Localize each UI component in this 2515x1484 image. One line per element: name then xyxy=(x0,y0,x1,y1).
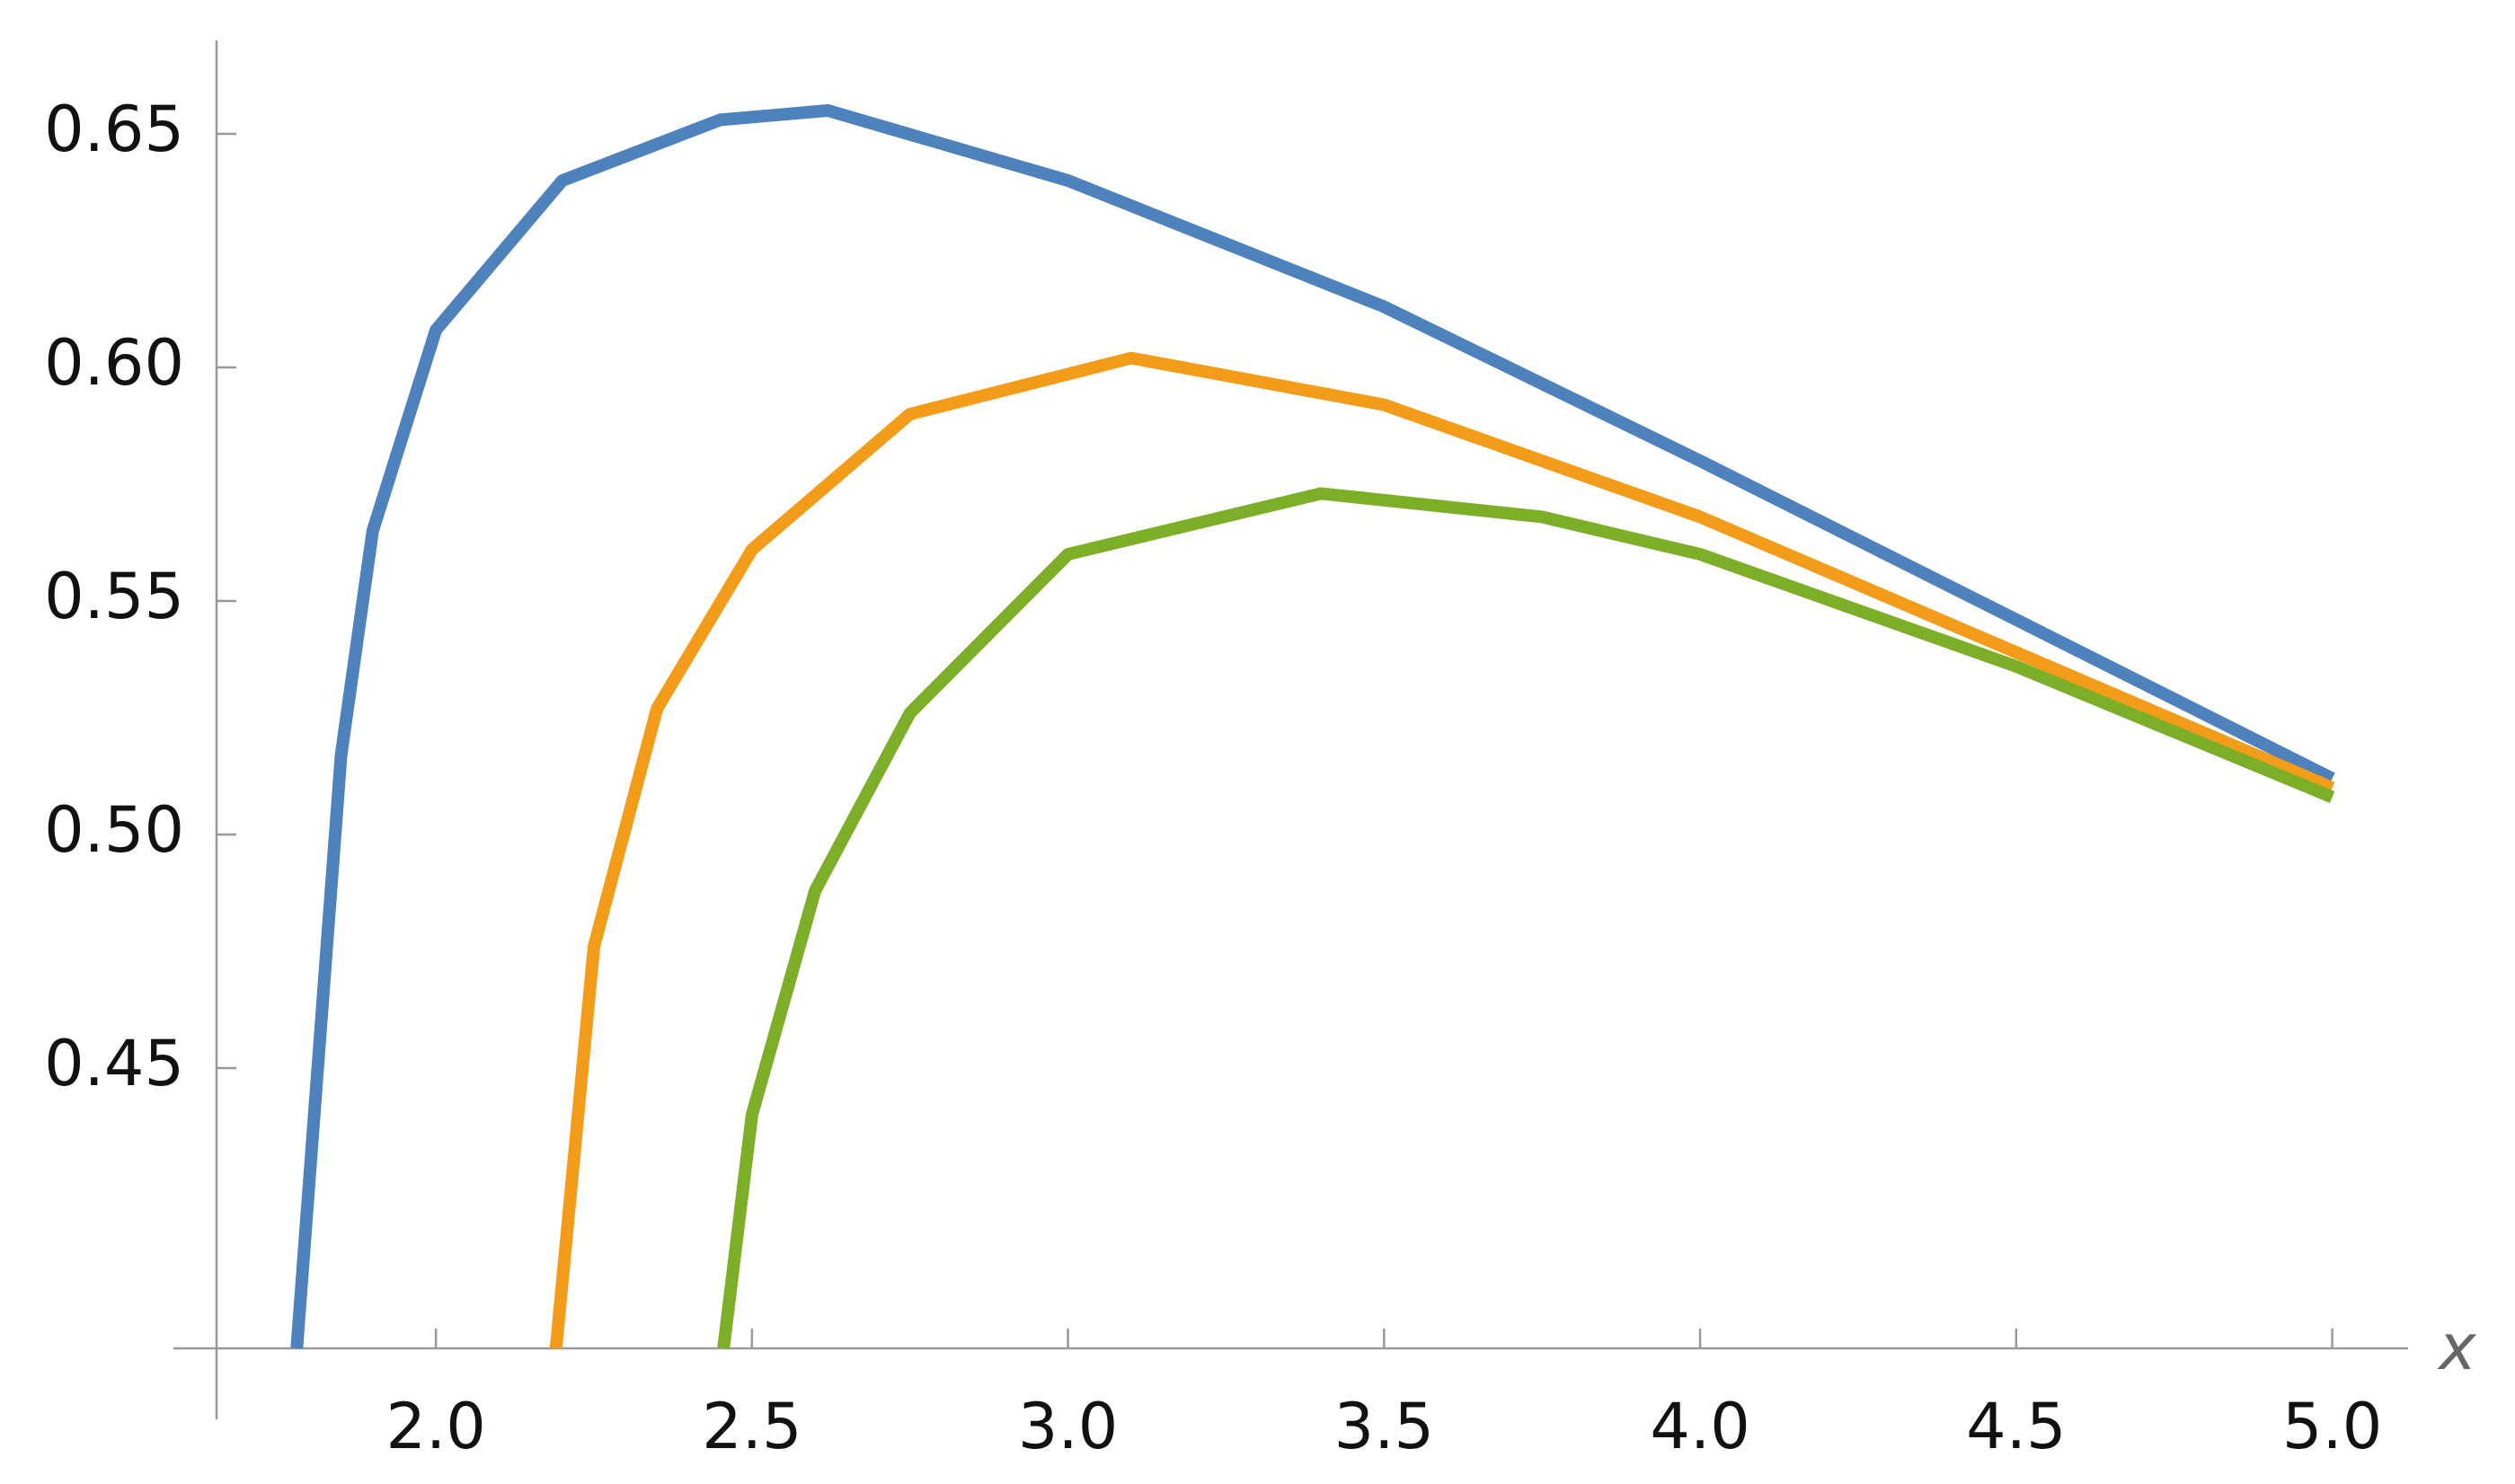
y-tick-label: 0.65 xyxy=(44,93,184,166)
x-tick-label: 2.5 xyxy=(702,1390,801,1463)
x-tick-label: 4.5 xyxy=(1966,1390,2066,1463)
x-axis-label: x xyxy=(2437,1311,2476,1384)
y-tick-label: 0.55 xyxy=(44,560,184,633)
x-tick-label: 3.5 xyxy=(1334,1390,1434,1463)
series-line xyxy=(290,104,2335,1349)
y-tick-label: 0.45 xyxy=(44,1027,184,1100)
x-tick-label: 4.0 xyxy=(1650,1390,1749,1463)
x-tick-label: 5.0 xyxy=(2282,1390,2382,1463)
y-tick-label: 0.50 xyxy=(44,793,184,867)
y-tick-label: 0.60 xyxy=(44,326,184,400)
series-line xyxy=(549,351,2335,1349)
series-line xyxy=(717,487,2335,1349)
x-tick-label: 2.0 xyxy=(385,1390,485,1463)
x-tick-label: 3.0 xyxy=(1018,1390,1118,1463)
